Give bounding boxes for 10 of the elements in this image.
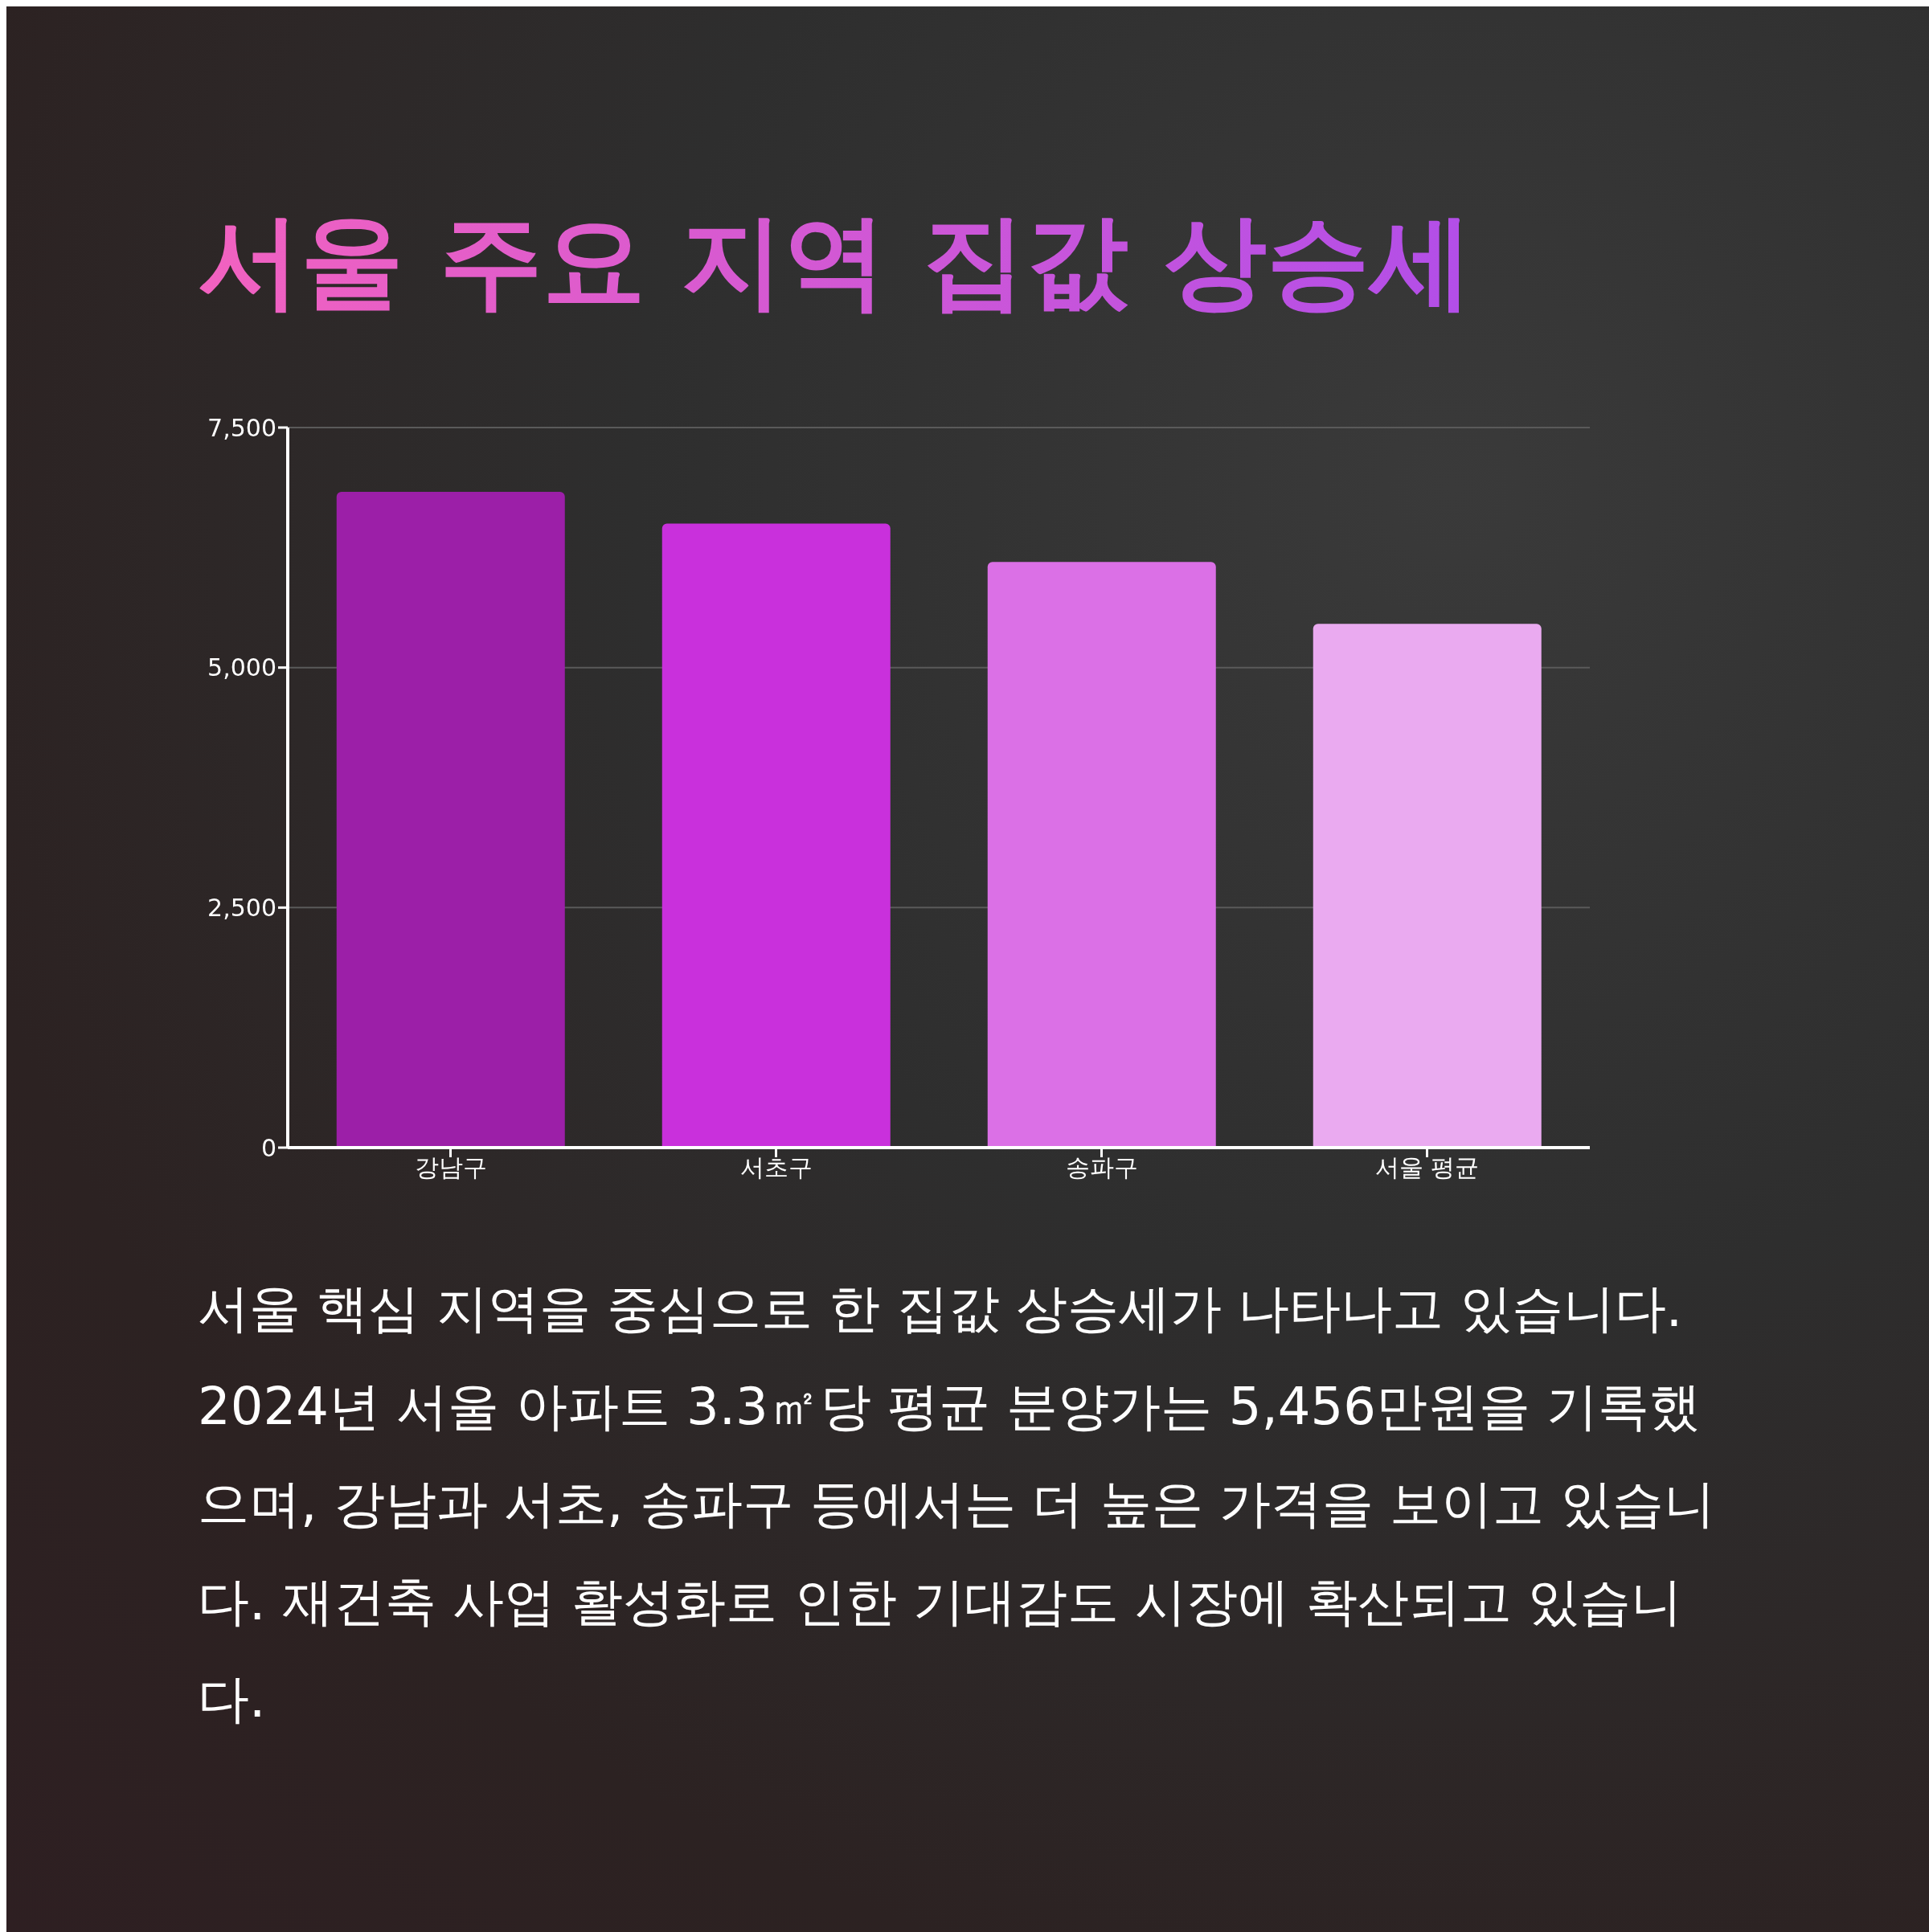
text: 서울 핵심 지역을 중심으로 한 집값 상승세가 나타나고 있습니다. 2024년 서울 아파트 3.3㎡당 평균 분양가는 5,456만원을 기록했으며, 강남과 서초, 송파구 등에서는 더 높은 가격을 보이고 있습니다. 재건축 사업 활성화로 인한 기대감도 시장에 확산되고 있습니다.	[198, 1278, 1716, 1731]
x-tick-label: 송파구	[1065, 1153, 1138, 1182]
x-tick-label: 강남구	[414, 1153, 487, 1182]
x-tick-label: 서울 평균	[1374, 1153, 1480, 1182]
y-tick-label: 7,500	[207, 413, 276, 442]
x-tick-label: 서초구	[739, 1153, 813, 1182]
y-tick-label: 5,000	[207, 653, 276, 682]
y-tick-label: 2,500	[207, 893, 276, 922]
chart-title: 서울 주요 지역 집값 상승세	[198, 199, 1473, 323]
y-tick-label: 0	[260, 1133, 276, 1162]
